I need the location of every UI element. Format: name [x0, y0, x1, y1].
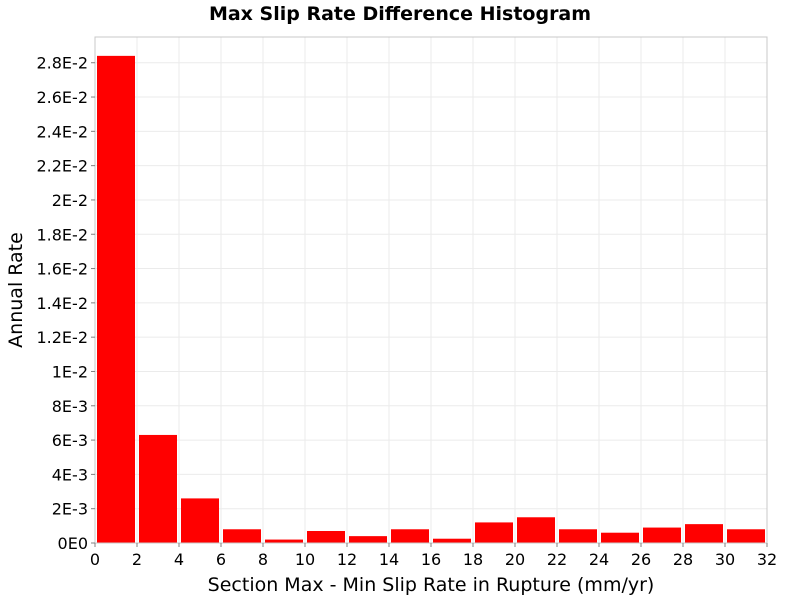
histogram-bar	[517, 517, 555, 543]
y-tick-label: 6E-3	[52, 431, 88, 450]
y-tick-label: 1.6E-2	[36, 260, 88, 279]
grid-layer	[94, 37, 768, 544]
histogram-bar	[139, 434, 177, 543]
y-tick-label: 0E0	[58, 534, 88, 553]
y-tick-label: 1E-2	[52, 362, 88, 381]
histogram-bar	[559, 529, 597, 543]
histogram-bar	[643, 527, 681, 543]
x-tick-label: 22	[547, 550, 567, 569]
y-tick-label: 2.6E-2	[36, 88, 88, 107]
histogram-bar	[349, 536, 387, 543]
x-tick-label: 24	[589, 550, 609, 569]
x-tick-label: 8	[258, 550, 268, 569]
x-tick-label: 26	[631, 550, 651, 569]
histogram-bar	[433, 538, 471, 543]
y-tick-label: 2.2E-2	[36, 157, 88, 176]
y-tick-label: 1.2E-2	[36, 328, 88, 347]
y-tick-label: 2E-3	[52, 500, 88, 519]
x-tick-label: 4	[174, 550, 184, 569]
x-tick-label: 14	[379, 550, 399, 569]
y-tick-label: 8E-3	[52, 397, 88, 416]
y-tick-label: 1.8E-2	[36, 225, 88, 244]
x-tick-label: 12	[337, 550, 357, 569]
x-tick-label: 10	[295, 550, 315, 569]
histogram-bar	[223, 529, 261, 543]
histogram-bar	[601, 532, 639, 543]
histogram-bar	[307, 530, 345, 543]
histogram-bar	[265, 539, 303, 543]
y-tick-label: 2E-2	[52, 191, 88, 210]
histogram-bar	[475, 522, 513, 543]
y-tick-label: 2.8E-2	[36, 54, 88, 73]
y-tick-label: 4E-3	[52, 465, 88, 484]
chart-title: Max Slip Rate Difference Histogram	[209, 3, 591, 25]
y-tick-label: 1.4E-2	[36, 294, 88, 313]
histogram-bar	[97, 55, 135, 543]
histogram-bar	[727, 529, 765, 543]
histogram-bar	[391, 529, 429, 543]
x-axis-label: Section Max - Min Slip Rate in Rupture (…	[208, 574, 655, 596]
x-tick-label: 0	[90, 550, 100, 569]
bar-layer	[97, 55, 765, 543]
x-tick-label: 6	[216, 550, 226, 569]
y-axis-label: Annual Rate	[5, 232, 27, 348]
x-tick-label: 32	[757, 550, 777, 569]
y-tick-label: 2.4E-2	[36, 122, 88, 141]
x-tick-label: 30	[715, 550, 735, 569]
x-tick-label: 2	[132, 550, 142, 569]
x-tick-label: 20	[505, 550, 525, 569]
x-tick-label: 16	[421, 550, 441, 569]
x-tick-label: 28	[673, 550, 693, 569]
x-tick-label: 18	[463, 550, 483, 569]
histogram-bar	[181, 498, 219, 543]
histogram-bar	[685, 524, 723, 543]
y-axis-ticks: 0E0 2E-3 4E-3 6E-3 8E-3 1E-2 1.2E-2 1.4E-2 1.6E-…	[36, 54, 95, 553]
x-axis-ticks: 0 2 4 6 8 10 12 14 16 18 20 22 24 26 28 30 32	[90, 543, 777, 569]
